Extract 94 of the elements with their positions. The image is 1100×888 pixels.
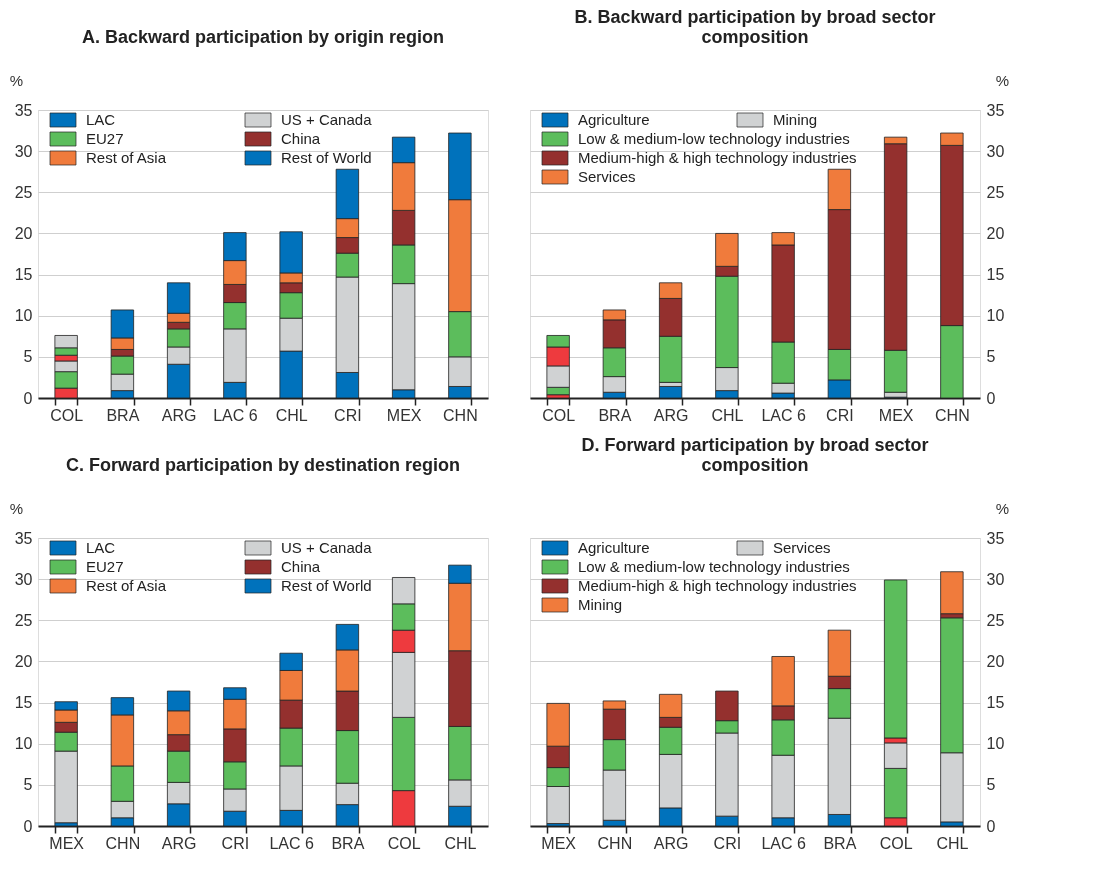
y2-tick-label: 20 xyxy=(986,224,1005,242)
chart-title: C. Forward participation by destination region xyxy=(65,455,461,475)
y-tick-label: 20 xyxy=(14,652,33,670)
y-tick-label: 25 xyxy=(14,183,33,201)
legend-label: EU27 xyxy=(86,130,124,147)
legend-label: Medium-high & high technology industries xyxy=(578,577,857,594)
x-tick-label: LAC 6 xyxy=(761,406,806,424)
y-tick-label: 30 xyxy=(14,142,33,160)
y-axis-title: % xyxy=(9,71,24,89)
legend-label: Low & medium-low technology industries xyxy=(578,558,850,575)
y2-axis-title: % xyxy=(995,71,1010,89)
y2-tick-label: 30 xyxy=(986,570,1005,588)
y2-tick-label: 30 xyxy=(986,142,1005,160)
legend-label: Rest of World xyxy=(281,577,372,594)
y-tick-label: 15 xyxy=(14,266,33,284)
x-tick-label: CHN xyxy=(597,834,633,852)
legend-label: LAC xyxy=(86,539,116,556)
x-tick-label: LAC 6 xyxy=(761,834,806,852)
y-tick-label: 15 xyxy=(14,694,33,712)
legend-label: US + Canada xyxy=(281,111,373,128)
x-tick-label: COL xyxy=(50,406,84,424)
legend-label: Mining xyxy=(773,111,818,128)
y-tick-label: 0 xyxy=(23,389,33,407)
y2-tick-label: 0 xyxy=(986,389,996,407)
x-tick-label: CHL xyxy=(444,834,477,852)
y-tick-label: 25 xyxy=(14,611,33,629)
x-tick-label: CRI xyxy=(334,406,362,424)
y-tick-label: 35 xyxy=(14,529,33,547)
chart-title: B. Backward participation by broad sector composition xyxy=(574,7,936,47)
legend-label: LAC xyxy=(86,111,116,128)
x-tick-label: CHN xyxy=(105,834,141,852)
x-tick-label: LAC 6 xyxy=(269,834,314,852)
legend-label: EU27 xyxy=(86,558,124,575)
x-tick-label: CHL xyxy=(275,406,308,424)
y2-tick-label: 20 xyxy=(986,652,1005,670)
y2-tick-label: 35 xyxy=(986,101,1005,119)
x-tick-label: CRI xyxy=(713,834,742,852)
legend-label: Medium-high & high technology industries xyxy=(578,149,857,166)
legend-label: Rest of Asia xyxy=(86,149,167,166)
y2-axis-title: % xyxy=(995,499,1010,517)
legend-label: China xyxy=(281,130,321,147)
x-tick-label: CHL xyxy=(936,834,969,852)
x-tick-label: COL xyxy=(387,834,421,852)
legend-label: Agriculture xyxy=(578,111,650,128)
y-tick-label: 10 xyxy=(14,735,33,753)
y2-tick-label: 15 xyxy=(986,694,1005,712)
x-tick-label: MEX xyxy=(541,834,577,852)
chart-title: A. Backward participation by origin region xyxy=(81,27,445,47)
y2-tick-label: 15 xyxy=(986,266,1005,284)
legend-label: Rest of Asia xyxy=(86,577,167,594)
legend-label: Services xyxy=(773,539,831,556)
x-tick-label: CRI xyxy=(826,406,854,424)
x-tick-label: CHN xyxy=(443,406,478,424)
y-tick-label: 0 xyxy=(23,817,33,835)
y-tick-label: 5 xyxy=(23,776,33,794)
legend-label: China xyxy=(281,558,321,575)
y-tick-label: 10 xyxy=(14,307,33,325)
y2-tick-label: 10 xyxy=(986,307,1005,325)
x-tick-label: MEX xyxy=(49,834,85,852)
x-tick-label: BRA xyxy=(331,834,365,852)
x-tick-label: BRA xyxy=(598,406,632,424)
y-tick-label: 20 xyxy=(14,224,33,242)
x-tick-label: ARG xyxy=(161,834,197,852)
y2-tick-label: 5 xyxy=(986,776,996,794)
legend-label: Agriculture xyxy=(578,539,650,556)
x-tick-label: CRI xyxy=(221,834,250,852)
y2-tick-label: 10 xyxy=(986,735,1005,753)
x-tick-label: BRA xyxy=(106,406,140,424)
x-tick-label: ARG xyxy=(653,406,689,424)
legend-label: US + Canada xyxy=(281,539,373,556)
x-tick-label: BRA xyxy=(823,834,857,852)
x-tick-label: MEX xyxy=(386,406,422,424)
y2-tick-label: 25 xyxy=(986,611,1005,629)
chart-title: D. Forward participation by broad sector composition xyxy=(581,435,929,475)
x-tick-label: ARG xyxy=(653,834,689,852)
y2-tick-label: 25 xyxy=(986,183,1005,201)
x-tick-label: ARG xyxy=(161,406,197,424)
y2-tick-label: 5 xyxy=(986,348,996,366)
y2-tick-label: 0 xyxy=(986,817,996,835)
x-tick-label: COL xyxy=(879,834,913,852)
x-tick-label: CHN xyxy=(935,406,970,424)
legend-label: Low & medium-low technology industries xyxy=(578,130,850,147)
y-tick-label: 35 xyxy=(14,101,33,119)
legend-label: Services xyxy=(578,168,636,185)
x-tick-label: COL xyxy=(542,406,576,424)
y2-tick-label: 35 xyxy=(986,529,1005,547)
legend-label: Rest of World xyxy=(281,149,372,166)
x-tick-label: MEX xyxy=(878,406,914,424)
x-tick-label: CHL xyxy=(711,406,744,424)
y-tick-label: 30 xyxy=(14,570,33,588)
x-tick-label: LAC 6 xyxy=(213,406,258,424)
legend-label: Mining xyxy=(578,596,623,613)
y-axis-title: % xyxy=(9,499,24,517)
y-tick-label: 5 xyxy=(23,348,33,366)
